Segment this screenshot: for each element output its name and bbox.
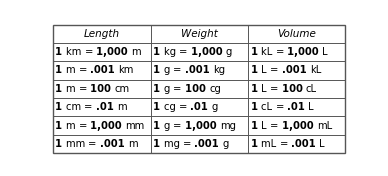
Text: mg: mg bbox=[220, 121, 236, 131]
Text: m: m bbox=[66, 84, 79, 94]
Text: =: = bbox=[270, 121, 282, 131]
Text: kL: kL bbox=[310, 65, 321, 76]
Text: =: = bbox=[179, 47, 191, 57]
Text: 1: 1 bbox=[251, 139, 262, 149]
Text: 1: 1 bbox=[153, 65, 164, 76]
Text: 1,000: 1,000 bbox=[282, 121, 317, 131]
Text: 100: 100 bbox=[185, 84, 209, 94]
Text: =: = bbox=[84, 102, 96, 112]
Text: =: = bbox=[85, 47, 96, 57]
Text: =: = bbox=[88, 139, 100, 149]
Text: 100: 100 bbox=[90, 84, 115, 94]
Text: kL: kL bbox=[262, 47, 276, 57]
Text: .001: .001 bbox=[291, 139, 319, 149]
Text: =: = bbox=[276, 47, 288, 57]
Text: kg: kg bbox=[164, 47, 179, 57]
Text: .001: .001 bbox=[194, 139, 223, 149]
Text: m: m bbox=[66, 121, 79, 131]
Text: cg: cg bbox=[164, 102, 179, 112]
Text: =: = bbox=[270, 65, 282, 76]
Text: .001: .001 bbox=[100, 139, 128, 149]
Text: 1,000: 1,000 bbox=[96, 47, 131, 57]
Text: .01: .01 bbox=[96, 102, 117, 112]
Text: Volume: Volume bbox=[277, 29, 316, 39]
Text: mL: mL bbox=[317, 121, 332, 131]
Text: L: L bbox=[319, 139, 325, 149]
Text: mg: mg bbox=[164, 139, 183, 149]
Text: =: = bbox=[183, 139, 194, 149]
Text: 1: 1 bbox=[251, 102, 262, 112]
Text: 1: 1 bbox=[251, 47, 262, 57]
Text: 1: 1 bbox=[153, 102, 164, 112]
Text: L: L bbox=[262, 65, 270, 76]
Text: 1,000: 1,000 bbox=[288, 47, 322, 57]
Text: 1: 1 bbox=[251, 121, 262, 131]
Text: 1: 1 bbox=[153, 84, 164, 94]
Text: g: g bbox=[211, 102, 218, 112]
Text: .01: .01 bbox=[287, 102, 308, 112]
Text: cm: cm bbox=[115, 84, 130, 94]
Text: 1: 1 bbox=[55, 121, 66, 131]
Text: 1,000: 1,000 bbox=[185, 121, 220, 131]
Text: g: g bbox=[164, 84, 173, 94]
Text: mm: mm bbox=[125, 121, 145, 131]
Text: g: g bbox=[226, 47, 232, 57]
Text: 1: 1 bbox=[55, 65, 66, 76]
Text: =: = bbox=[79, 121, 90, 131]
Text: 1,000: 1,000 bbox=[90, 121, 125, 131]
Text: =: = bbox=[173, 121, 185, 131]
Text: =: = bbox=[173, 84, 185, 94]
Text: 1: 1 bbox=[55, 84, 66, 94]
Text: 1: 1 bbox=[153, 47, 164, 57]
Text: 1: 1 bbox=[153, 139, 164, 149]
Text: 1: 1 bbox=[55, 139, 66, 149]
Text: m: m bbox=[131, 47, 141, 57]
Text: L: L bbox=[322, 47, 328, 57]
Text: cL: cL bbox=[306, 84, 317, 94]
Text: =: = bbox=[270, 84, 282, 94]
Text: km: km bbox=[66, 47, 85, 57]
Text: 1: 1 bbox=[55, 47, 66, 57]
Text: L: L bbox=[262, 84, 270, 94]
Text: .001: .001 bbox=[90, 65, 119, 76]
Text: kg: kg bbox=[213, 65, 225, 76]
Text: 1: 1 bbox=[251, 65, 262, 76]
Text: km: km bbox=[119, 65, 134, 76]
Text: m: m bbox=[128, 139, 138, 149]
Text: L: L bbox=[308, 102, 314, 112]
Text: 1: 1 bbox=[251, 84, 262, 94]
Text: m: m bbox=[117, 102, 127, 112]
Text: g: g bbox=[223, 139, 229, 149]
Text: Weight: Weight bbox=[181, 29, 218, 39]
Text: Length: Length bbox=[84, 29, 120, 39]
Text: cm: cm bbox=[66, 102, 84, 112]
Text: =: = bbox=[275, 102, 287, 112]
Text: cL: cL bbox=[262, 102, 275, 112]
Text: L: L bbox=[262, 121, 270, 131]
Text: 1,000: 1,000 bbox=[191, 47, 226, 57]
Text: 1: 1 bbox=[55, 102, 66, 112]
Text: .01: .01 bbox=[190, 102, 211, 112]
Text: .001: .001 bbox=[185, 65, 213, 76]
Text: m: m bbox=[66, 65, 79, 76]
Text: =: = bbox=[173, 65, 185, 76]
Text: g: g bbox=[164, 65, 173, 76]
Text: mm: mm bbox=[66, 139, 88, 149]
Text: 1: 1 bbox=[153, 121, 164, 131]
Text: =: = bbox=[179, 102, 190, 112]
Text: =: = bbox=[280, 139, 291, 149]
Text: 100: 100 bbox=[282, 84, 306, 94]
Text: mL: mL bbox=[262, 139, 280, 149]
Text: .001: .001 bbox=[282, 65, 310, 76]
Text: =: = bbox=[79, 65, 90, 76]
Text: cg: cg bbox=[209, 84, 221, 94]
Text: =: = bbox=[79, 84, 90, 94]
Text: g: g bbox=[164, 121, 173, 131]
